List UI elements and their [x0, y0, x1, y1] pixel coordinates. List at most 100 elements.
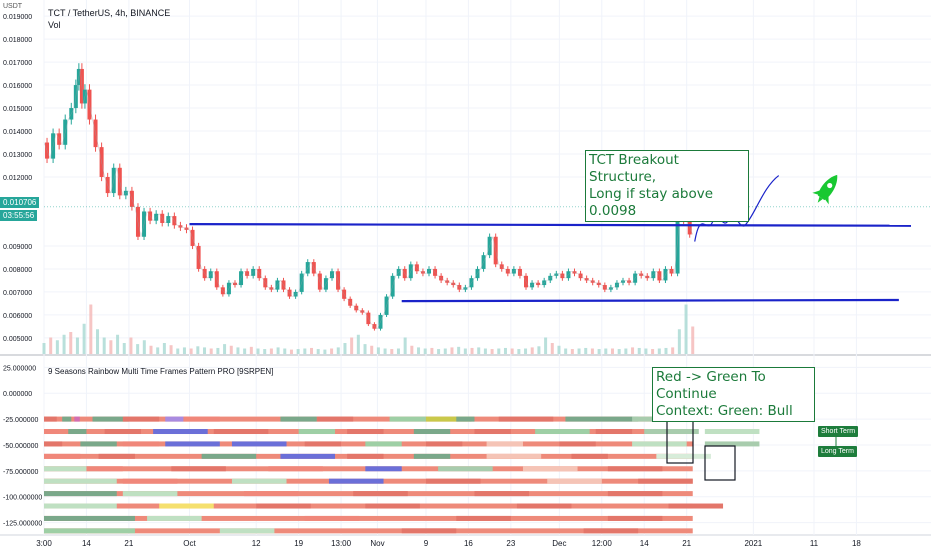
- volume-bar: [537, 346, 541, 354]
- volume-bar: [684, 304, 688, 354]
- price-tick-label: 0.018000: [3, 37, 32, 44]
- heatmap-segment: [231, 478, 287, 484]
- volume-bar: [102, 337, 106, 354]
- short-term-tag: Short Term: [818, 426, 859, 437]
- heatmap-segment: [535, 429, 590, 435]
- heatmap-segment: [201, 453, 257, 459]
- volume-bar: [223, 344, 227, 354]
- volume-bar: [296, 349, 300, 354]
- volume-bar: [624, 348, 628, 354]
- volume-bar: [470, 347, 474, 354]
- last-price-badge: 0.010706: [0, 197, 40, 208]
- time-tick-label: 13:00: [331, 539, 352, 548]
- continue-line-1: Red -> Green To Continue: [656, 369, 766, 402]
- continue-annotation: Red -> Green To Continue Context: Green:…: [652, 367, 815, 422]
- heatmap-segment: [353, 491, 408, 497]
- currency-label: USDT: [3, 3, 23, 10]
- time-tick-label: Dec: [552, 539, 566, 548]
- heatmap-segment: [171, 466, 226, 472]
- volume-bar: [142, 340, 146, 354]
- volume-bar: [169, 345, 173, 354]
- indicator-tick-label: -100.000000: [3, 495, 42, 502]
- heatmap-segment: [638, 478, 693, 484]
- heatmap-segment: [44, 503, 117, 509]
- continue-line-2: Context: Green: Bull: [656, 403, 793, 419]
- time-tick-label: 16: [464, 539, 473, 548]
- volume-bar: [671, 347, 675, 354]
- volume-bar: [75, 337, 79, 354]
- breakout-line-2: Long if stay above 0.0098: [589, 186, 714, 219]
- volume-bar: [330, 348, 334, 354]
- heatmap-segment: [328, 478, 384, 484]
- volume-bar: [122, 343, 126, 354]
- heatmap-segment: [159, 503, 214, 509]
- time-tick-label: 14: [640, 539, 649, 548]
- time-tick-label: 3:00: [36, 539, 52, 548]
- volume-bar: [637, 347, 641, 354]
- heatmap-segment: [44, 441, 63, 447]
- time-tick-label: 19: [294, 539, 303, 548]
- indicator-tick-label: 0.000000: [3, 391, 32, 398]
- price-tick-label: 0.012000: [3, 175, 32, 182]
- volume-bar: [457, 346, 461, 354]
- heatmap-segment: [456, 416, 475, 422]
- heatmap-segment: [304, 441, 342, 447]
- heatmap-segment: [607, 515, 663, 521]
- volume-bar: [584, 347, 588, 354]
- heatmap-segment: [219, 528, 275, 534]
- volume-bar: [62, 334, 66, 354]
- heatmap-segment: [68, 429, 87, 435]
- volume-bar: [590, 348, 594, 354]
- heatmap-segment: [165, 416, 184, 422]
- volume-bar: [530, 347, 534, 354]
- heatmap-segment: [92, 416, 129, 422]
- indicator-tick-label: 25.000000: [3, 365, 36, 372]
- volume-bar: [156, 347, 160, 354]
- volume-bar: [303, 348, 307, 354]
- heatmap-segment: [425, 478, 481, 484]
- volume-bar: [42, 343, 46, 354]
- volume-bar: [236, 347, 240, 354]
- indicator-tick-label: -25.000000: [3, 417, 39, 424]
- heatmap-segment: [516, 503, 572, 509]
- volume-bar: [570, 349, 574, 354]
- volume-bar: [691, 326, 695, 354]
- time-tick-label: 11: [810, 539, 819, 548]
- volume-bar: [283, 348, 287, 354]
- volume-bar: [109, 340, 113, 354]
- volume-bar: [664, 347, 668, 354]
- heatmap-segment: [644, 429, 699, 435]
- volume-bar: [410, 345, 414, 354]
- heatmap-segment: [595, 429, 633, 435]
- price-close-line: [43, 68, 693, 330]
- volume-bar: [463, 348, 467, 354]
- volume-bar: [564, 348, 568, 354]
- volume-bar: [263, 349, 267, 354]
- heatmap-segment: [298, 429, 336, 435]
- volume-bar: [49, 337, 53, 354]
- volume-bar: [557, 345, 561, 354]
- heatmap-segment: [365, 503, 420, 509]
- price-tick-label: 0.014000: [3, 129, 32, 136]
- heatmap-segment: [347, 453, 384, 459]
- volume-bar: [450, 347, 454, 354]
- long-term-tag: Long Term: [818, 446, 857, 457]
- breakout-annotation: TCT Breakout Structure, Long if stay abo…: [585, 150, 749, 222]
- volume-bar: [437, 349, 441, 354]
- volume-bar: [289, 349, 293, 354]
- heatmap-segment: [86, 466, 123, 472]
- heatmap-segment: [62, 416, 72, 422]
- volume-bar: [216, 347, 220, 354]
- indicator-title: 9 Seasons Rainbow Multi Time Frames Patt…: [48, 367, 274, 376]
- indicator-tick-label: -125.000000: [3, 521, 42, 528]
- volume-bar: [249, 346, 253, 354]
- price-tick-label: 0.015000: [3, 106, 32, 113]
- volume-bar: [617, 349, 621, 354]
- indicator-tick-label: -75.000000: [3, 469, 39, 476]
- volume-bar: [209, 348, 213, 354]
- volume-bar: [336, 347, 340, 354]
- volume-bar: [657, 348, 661, 354]
- time-tick-label: 21: [124, 539, 133, 548]
